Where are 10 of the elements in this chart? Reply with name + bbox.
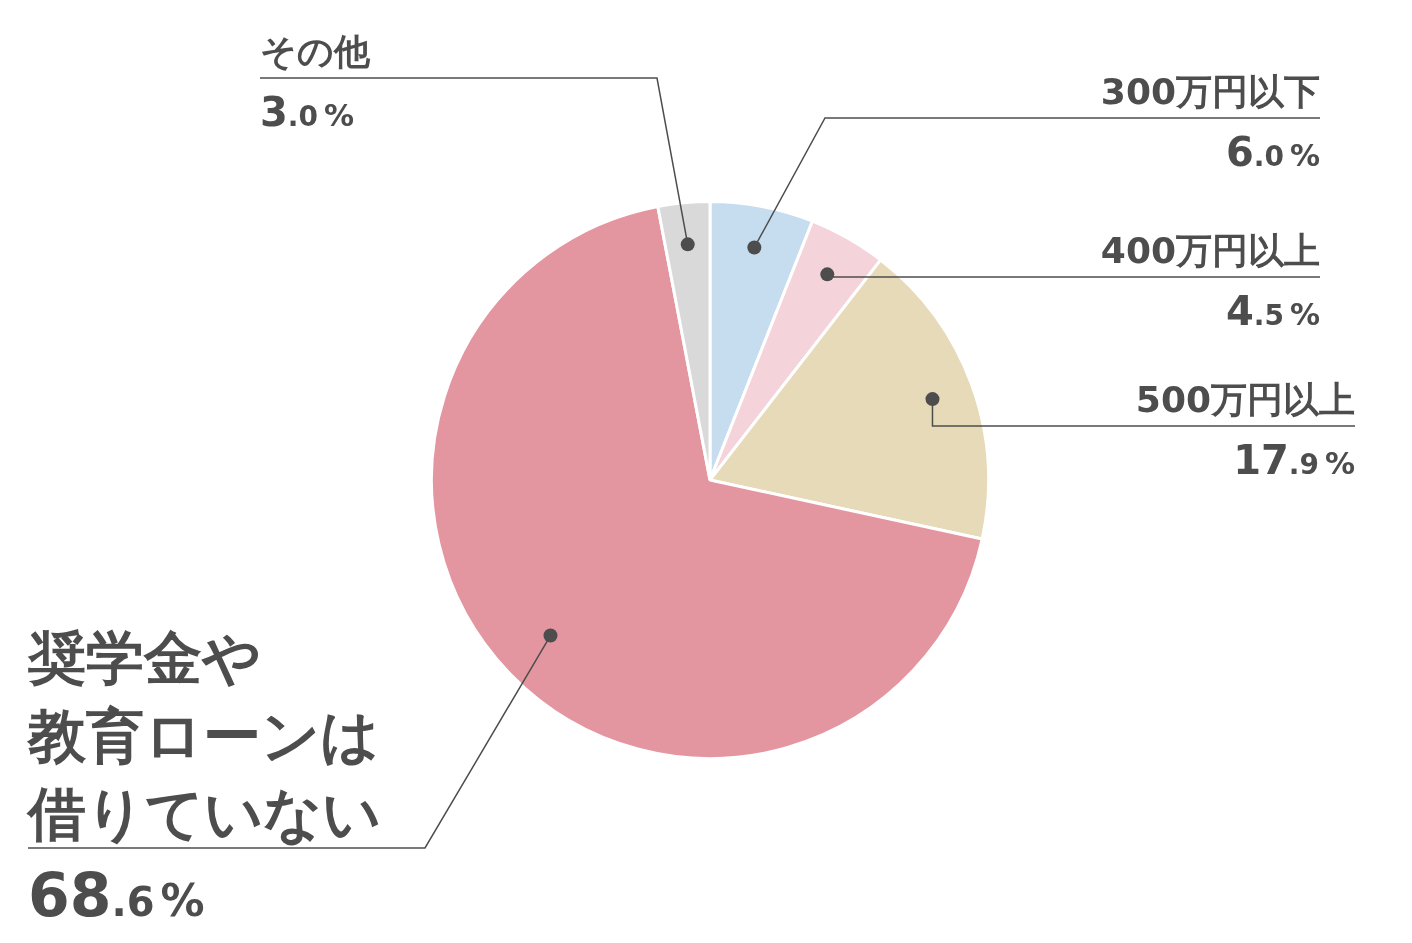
slice-label: 奨学金や教育ローンは借りていない: [26, 624, 381, 848]
data-label: 3.0%: [260, 89, 355, 135]
slice-label: 400万円以上: [1100, 230, 1320, 271]
slice-label: その他: [260, 31, 371, 72]
data-label: 68.6%: [28, 860, 205, 930]
slice-label: 500万円以上: [1135, 379, 1355, 420]
data-label: 17.9%: [1233, 437, 1355, 483]
data-label: 4.5%: [1225, 288, 1320, 334]
data-label: 6.0%: [1225, 129, 1320, 175]
slice-label: 300万円以下: [1100, 71, 1320, 112]
